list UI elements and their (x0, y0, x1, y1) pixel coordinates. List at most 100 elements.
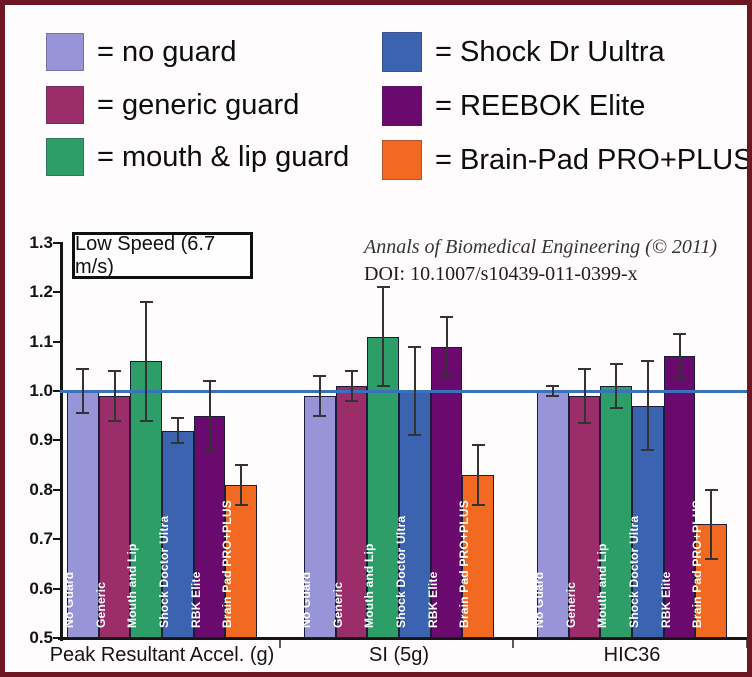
error-bar-mouth-and-lip-group2-cap-top (376, 286, 390, 289)
legend-swatch-mouth-lip-guard (46, 138, 84, 176)
bar-generic-group2 (335, 386, 368, 638)
bar-label-shock-doctor-ultra-group3: Shock Doctor Ultra (626, 515, 641, 628)
legend-swatch-brain-pad-pro-plus (382, 140, 422, 180)
citation-journal: Annals of Biomedical Engineering (© 2011… (364, 236, 718, 258)
error-bar-rbk-elite-group3-cap-bottom (673, 377, 686, 380)
x-axis-separator-tick-2 (512, 640, 514, 648)
error-bar-generic-group1 (113, 371, 116, 421)
legend-swatch-no-guard (46, 33, 84, 71)
y-tick-label-0-5: 0.5 (29, 628, 53, 647)
error-bar-brain-pad-pro-plus-group3-cap-bottom (704, 557, 718, 560)
error-bar-generic-group3 (583, 368, 586, 424)
error-bar-brain-pad-pro-plus-group1-cap-bottom (234, 503, 248, 506)
condition-box: Low Speed (6.7 m/s) (72, 232, 253, 279)
error-bar-no-guard-group2-cap-top (313, 375, 327, 378)
error-bar-mouth-and-lip-group3-cap-bottom (609, 407, 623, 410)
y-axis (60, 242, 63, 641)
bar-label-brain-pad-pro-plus-group3: Brain Pad PRO+PLUS (690, 500, 705, 628)
error-bar-mouth-and-lip-group3-cap-top (609, 362, 623, 365)
bar-label-shock-doctor-ultra-group1: Shock Doctor Ultra (156, 515, 171, 628)
bar-label-shock-doctor-ultra-group2: Shock Doctor Ultra (393, 515, 408, 628)
y-tick-1-3 (53, 241, 60, 244)
bar-rbk-elite-group1 (193, 415, 226, 638)
bar-mouth-and-lip-group3 (600, 386, 632, 638)
y-tick-label-1-1: 1.1 (29, 331, 53, 351)
y-tick-0-6 (53, 587, 60, 590)
y-tick-label-0-8: 0.8 (29, 479, 53, 499)
legend-label-mouth-lip-guard: = mouth & lip guard (97, 141, 350, 173)
error-bar-generic-group2-cap-bottom (345, 399, 358, 402)
error-bar-mouth-and-lip-group1-cap-bottom (139, 419, 153, 422)
legend-label-generic-guard: = generic guard (97, 88, 300, 121)
y-tick-1 (53, 390, 60, 392)
legend-swatch-shock-dr-uultra (382, 32, 422, 72)
error-bar-shock-doctor-ultra-group2-cap-top (408, 345, 422, 348)
error-bar-shock-doctor-ultra-group1-cap-bottom (171, 441, 185, 444)
error-bar-brain-pad-pro-plus-group1 (240, 465, 243, 505)
y-tick-1-2 (53, 291, 60, 294)
error-bar-rbk-elite-group1-cap-top (203, 380, 216, 383)
bar-label-no-guard-group1: No Guard (61, 571, 76, 628)
bar-generic-group1 (98, 395, 131, 638)
bar-no-guard-group2 (304, 395, 336, 638)
error-bar-brain-pad-pro-plus-group2 (477, 445, 480, 505)
legend-swatch-reebok-elite (382, 86, 422, 126)
legend-label-brain-pad-pro-plus: = Brain-Pad PRO+PLUS (435, 144, 752, 176)
error-bar-mouth-and-lip-group1-cap-top (139, 301, 153, 304)
error-bar-mouth-and-lip-group1 (145, 302, 148, 421)
bar-label-generic-group1: Generic (93, 581, 108, 628)
y-tick-label-0-7: 0.7 (29, 529, 53, 549)
bar-rbk-elite-group2 (430, 346, 463, 638)
bar-label-brain-pad-pro-plus-group1: Brain Pad PRO+PLUS (220, 500, 235, 628)
error-bar-brain-pad-pro-plus-group3 (710, 489, 713, 559)
error-bar-shock-doctor-ultra-group3 (646, 361, 649, 451)
error-bar-generic-group1-cap-top (108, 370, 121, 373)
error-bar-no-guard-group1-cap-bottom (76, 412, 90, 415)
bar-label-mouth-and-lip-group2: Mouth and Lip (362, 543, 377, 628)
error-bar-shock-doctor-ultra-group1-cap-top (171, 417, 185, 420)
error-bar-shock-doctor-ultra-group2 (413, 346, 416, 436)
x-group-label-peak-resultant-accel-g: Peak Resultant Accel. (g) (49, 644, 275, 666)
legend-label-reebok-elite: = REEBOK Elite (435, 90, 646, 122)
y-tick-label-1-2: 1.2 (29, 282, 53, 302)
y-tick-label-0-6: 0.6 (29, 578, 53, 598)
error-bar-generic-group3-cap-bottom (578, 422, 591, 425)
bar-shock-doctor-ultra-group1 (162, 430, 194, 638)
x-axis-separator-tick-1 (279, 640, 281, 648)
bar-brain-pad-pro-plus-group1 (225, 484, 257, 638)
bar-label-generic-group3: Generic (563, 581, 578, 628)
legend-swatch-generic-guard (46, 85, 84, 124)
y-tick-1-1 (53, 340, 60, 343)
error-bar-no-guard-group1 (81, 368, 84, 414)
error-bar-no-guard-group3 (551, 386, 554, 396)
error-bar-brain-pad-pro-plus-group2-cap-top (471, 444, 485, 447)
error-bar-brain-pad-pro-plus-group1-cap-top (234, 464, 248, 467)
error-bar-mouth-and-lip-group2-cap-bottom (376, 385, 390, 388)
bar-label-no-guard-group2: No Guard (298, 571, 313, 628)
error-bar-rbk-elite-group1 (208, 381, 211, 451)
error-bar-generic-group3-cap-top (578, 367, 591, 370)
y-tick-0-5 (53, 637, 60, 639)
bar-label-mouth-and-lip-group1: Mouth and Lip (125, 543, 140, 628)
error-bar-no-guard-group3-cap-top (546, 385, 560, 388)
y-tick-label-1: 1.0 (29, 381, 53, 400)
error-bar-rbk-elite-group3 (678, 334, 681, 379)
condition-label: Low Speed (6.7 m/s) (75, 232, 216, 278)
legend-label-no-guard: = no guard (97, 36, 237, 68)
error-bar-rbk-elite-group2-cap-bottom (440, 375, 453, 378)
bar-label-brain-pad-pro-plus-group2: Brain Pad PRO+PLUS (457, 500, 472, 628)
error-bar-no-guard-group2 (318, 376, 321, 416)
bar-label-rbk-elite-group3: RBK Elite (658, 571, 673, 628)
error-bar-mouth-and-lip-group3 (615, 363, 618, 409)
x-axis (58, 637, 747, 640)
y-tick-label-0-9: 0.9 (29, 430, 53, 450)
bar-shock-doctor-ultra-group2 (399, 391, 431, 638)
bar-label-mouth-and-lip-group3: Mouth and Lip (595, 543, 610, 628)
error-bar-rbk-elite-group1-cap-bottom (203, 449, 216, 452)
error-bar-generic-group1-cap-bottom (108, 419, 121, 422)
y-tick-0-9 (53, 439, 60, 442)
bar-label-no-guard-group3: No Guard (531, 571, 546, 628)
x-group-label-hic36: HIC36 (603, 644, 661, 666)
error-bar-shock-doctor-ultra-group2-cap-bottom (408, 434, 422, 437)
